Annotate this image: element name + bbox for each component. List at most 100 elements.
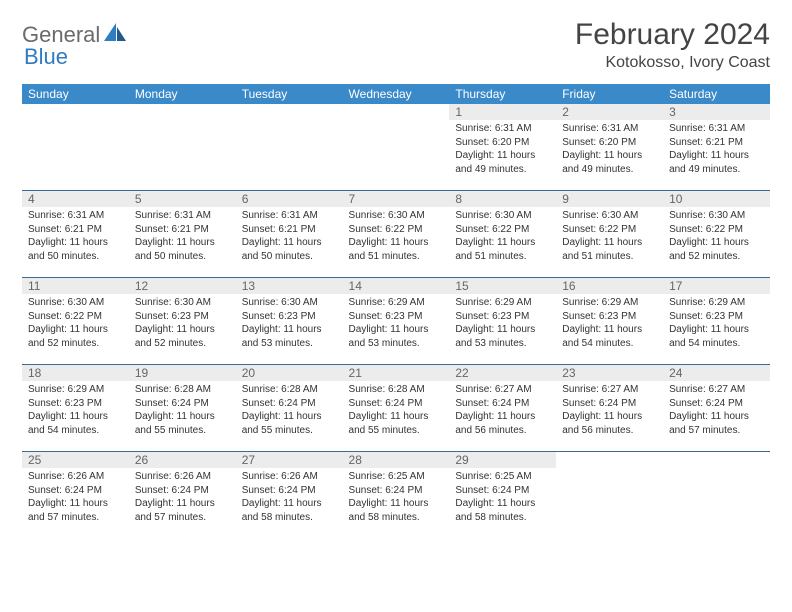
day-details: Sunrise: 6:26 AMSunset: 6:24 PMDaylight:…: [129, 468, 236, 528]
day-number: 16: [556, 278, 663, 294]
detail-sunset: Sunset: 6:24 PM: [28, 484, 123, 498]
calendar-cell: 17Sunrise: 6:29 AMSunset: 6:23 PMDayligh…: [663, 278, 770, 365]
calendar-cell: 8Sunrise: 6:30 AMSunset: 6:22 PMDaylight…: [449, 191, 556, 278]
day-number: 27: [236, 452, 343, 468]
detail-daylight2: and 49 minutes.: [669, 163, 764, 177]
detail-daylight1: Daylight: 11 hours: [562, 236, 657, 250]
day-number: 1: [449, 104, 556, 120]
detail-daylight1: Daylight: 11 hours: [562, 410, 657, 424]
detail-sunrise: Sunrise: 6:26 AM: [135, 470, 230, 484]
detail-sunset: Sunset: 6:22 PM: [455, 223, 550, 237]
detail-sunset: Sunset: 6:24 PM: [669, 397, 764, 411]
day-header-mon: Monday: [129, 84, 236, 104]
detail-daylight1: Daylight: 11 hours: [349, 323, 444, 337]
calendar-row: 18Sunrise: 6:29 AMSunset: 6:23 PMDayligh…: [22, 365, 770, 452]
day-details: Sunrise: 6:28 AMSunset: 6:24 PMDaylight:…: [236, 381, 343, 441]
detail-sunset: Sunset: 6:24 PM: [455, 397, 550, 411]
day-details: Sunrise: 6:28 AMSunset: 6:24 PMDaylight:…: [129, 381, 236, 441]
detail-sunset: Sunset: 6:23 PM: [349, 310, 444, 324]
calendar-cell: 2Sunrise: 6:31 AMSunset: 6:20 PMDaylight…: [556, 104, 663, 191]
detail-sunrise: Sunrise: 6:30 AM: [669, 209, 764, 223]
detail-sunset: Sunset: 6:21 PM: [135, 223, 230, 237]
day-number: 21: [343, 365, 450, 381]
calendar-page: General February 2024 Kotokosso, Ivory C…: [0, 0, 792, 538]
detail-sunset: Sunset: 6:20 PM: [562, 136, 657, 150]
title-block: February 2024 Kotokosso, Ivory Coast: [575, 18, 770, 72]
day-details: Sunrise: 6:30 AMSunset: 6:23 PMDaylight:…: [236, 294, 343, 354]
day-number: 7: [343, 191, 450, 207]
detail-daylight2: and 53 minutes.: [349, 337, 444, 351]
detail-daylight1: Daylight: 11 hours: [669, 149, 764, 163]
detail-sunrise: Sunrise: 6:26 AM: [28, 470, 123, 484]
detail-sunrise: Sunrise: 6:29 AM: [349, 296, 444, 310]
calendar-cell: 22Sunrise: 6:27 AMSunset: 6:24 PMDayligh…: [449, 365, 556, 452]
detail-sunset: Sunset: 6:24 PM: [135, 397, 230, 411]
calendar-cell: [343, 104, 450, 191]
day-number: 19: [129, 365, 236, 381]
detail-sunrise: Sunrise: 6:29 AM: [669, 296, 764, 310]
day-details: Sunrise: 6:31 AMSunset: 6:21 PMDaylight:…: [22, 207, 129, 267]
detail-daylight2: and 58 minutes.: [349, 511, 444, 525]
brand-sail-icon: [104, 23, 126, 48]
calendar-cell: 19Sunrise: 6:28 AMSunset: 6:24 PMDayligh…: [129, 365, 236, 452]
month-title: February 2024: [575, 18, 770, 52]
detail-daylight1: Daylight: 11 hours: [242, 410, 337, 424]
detail-daylight2: and 50 minutes.: [135, 250, 230, 264]
detail-sunset: Sunset: 6:21 PM: [669, 136, 764, 150]
day-number: 20: [236, 365, 343, 381]
detail-sunrise: Sunrise: 6:30 AM: [135, 296, 230, 310]
detail-daylight2: and 56 minutes.: [562, 424, 657, 438]
calendar-cell: [556, 452, 663, 539]
detail-sunset: Sunset: 6:22 PM: [562, 223, 657, 237]
page-header: General February 2024 Kotokosso, Ivory C…: [22, 18, 770, 72]
detail-sunrise: Sunrise: 6:27 AM: [669, 383, 764, 397]
day-header-sat: Saturday: [663, 84, 770, 104]
detail-daylight2: and 54 minutes.: [669, 337, 764, 351]
day-header-fri: Friday: [556, 84, 663, 104]
detail-daylight2: and 57 minutes.: [135, 511, 230, 525]
detail-daylight1: Daylight: 11 hours: [28, 323, 123, 337]
day-details: Sunrise: 6:25 AMSunset: 6:24 PMDaylight:…: [449, 468, 556, 528]
detail-daylight1: Daylight: 11 hours: [242, 323, 337, 337]
calendar-cell: 15Sunrise: 6:29 AMSunset: 6:23 PMDayligh…: [449, 278, 556, 365]
detail-sunset: Sunset: 6:22 PM: [669, 223, 764, 237]
day-number: 17: [663, 278, 770, 294]
day-number: 29: [449, 452, 556, 468]
day-header-sun: Sunday: [22, 84, 129, 104]
day-number: 3: [663, 104, 770, 120]
day-number: 18: [22, 365, 129, 381]
day-number: 14: [343, 278, 450, 294]
day-details: Sunrise: 6:31 AMSunset: 6:21 PMDaylight:…: [663, 120, 770, 180]
detail-sunset: Sunset: 6:24 PM: [135, 484, 230, 498]
detail-daylight1: Daylight: 11 hours: [455, 323, 550, 337]
calendar-cell: 25Sunrise: 6:26 AMSunset: 6:24 PMDayligh…: [22, 452, 129, 539]
detail-sunrise: Sunrise: 6:31 AM: [242, 209, 337, 223]
calendar-cell: 18Sunrise: 6:29 AMSunset: 6:23 PMDayligh…: [22, 365, 129, 452]
calendar-table: Sunday Monday Tuesday Wednesday Thursday…: [22, 84, 770, 538]
detail-sunset: Sunset: 6:22 PM: [349, 223, 444, 237]
detail-daylight2: and 51 minutes.: [562, 250, 657, 264]
detail-sunrise: Sunrise: 6:31 AM: [135, 209, 230, 223]
detail-sunset: Sunset: 6:24 PM: [242, 397, 337, 411]
detail-sunrise: Sunrise: 6:30 AM: [28, 296, 123, 310]
detail-daylight2: and 53 minutes.: [455, 337, 550, 351]
detail-sunset: Sunset: 6:24 PM: [242, 484, 337, 498]
day-header-tue: Tuesday: [236, 84, 343, 104]
detail-sunrise: Sunrise: 6:30 AM: [349, 209, 444, 223]
detail-daylight1: Daylight: 11 hours: [28, 497, 123, 511]
calendar-cell: 26Sunrise: 6:26 AMSunset: 6:24 PMDayligh…: [129, 452, 236, 539]
detail-daylight1: Daylight: 11 hours: [562, 323, 657, 337]
detail-sunset: Sunset: 6:23 PM: [562, 310, 657, 324]
day-number: 23: [556, 365, 663, 381]
brand-part2: Blue: [24, 44, 68, 69]
calendar-row: 4Sunrise: 6:31 AMSunset: 6:21 PMDaylight…: [22, 191, 770, 278]
calendar-cell: 6Sunrise: 6:31 AMSunset: 6:21 PMDaylight…: [236, 191, 343, 278]
calendar-cell: 16Sunrise: 6:29 AMSunset: 6:23 PMDayligh…: [556, 278, 663, 365]
detail-sunrise: Sunrise: 6:28 AM: [349, 383, 444, 397]
detail-daylight2: and 56 minutes.: [455, 424, 550, 438]
day-details: Sunrise: 6:30 AMSunset: 6:22 PMDaylight:…: [22, 294, 129, 354]
detail-daylight1: Daylight: 11 hours: [242, 497, 337, 511]
day-details: Sunrise: 6:31 AMSunset: 6:20 PMDaylight:…: [449, 120, 556, 180]
day-header-row: Sunday Monday Tuesday Wednesday Thursday…: [22, 84, 770, 104]
calendar-cell: [22, 104, 129, 191]
